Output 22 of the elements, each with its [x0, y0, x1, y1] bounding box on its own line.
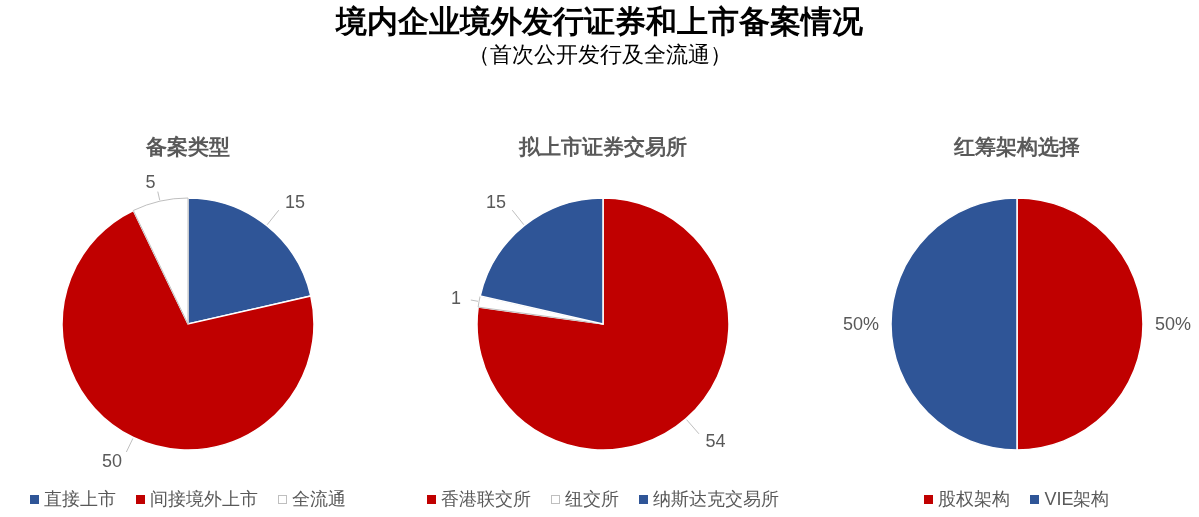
legend-label: 全流通: [292, 488, 346, 511]
legend-label: 间接境外上市: [150, 488, 258, 511]
data-label: 50%: [842, 314, 879, 334]
data-label: 50: [101, 451, 123, 472]
legend-label: 直接上市: [44, 488, 116, 511]
data-label: 5: [145, 171, 156, 192]
legend-label: VIE架构: [1044, 488, 1110, 511]
data-label: 50%: [1155, 314, 1192, 334]
legend-label: 纳斯达克交易所: [652, 488, 779, 511]
data-label: 54: [705, 431, 726, 452]
text: （首次公开发行及全流通）: [467, 42, 732, 67]
legend-label: 香港联交所: [440, 488, 531, 511]
data-label: 15: [485, 192, 506, 213]
data-label: 15: [284, 192, 306, 213]
chart-title: 备案类型: [146, 135, 230, 158]
chart-title: 拟上市证券交易所: [518, 135, 687, 158]
legend-label: 纽交所: [564, 488, 619, 511]
pie-slice: [475, 197, 730, 451]
data-label: 1: [450, 288, 461, 309]
legend-label: 股权架构: [938, 488, 1011, 511]
text: 境内企业境外发行证券和上市备案情况: [336, 4, 863, 39]
chart-title: 红筹架构选择: [954, 135, 1080, 158]
